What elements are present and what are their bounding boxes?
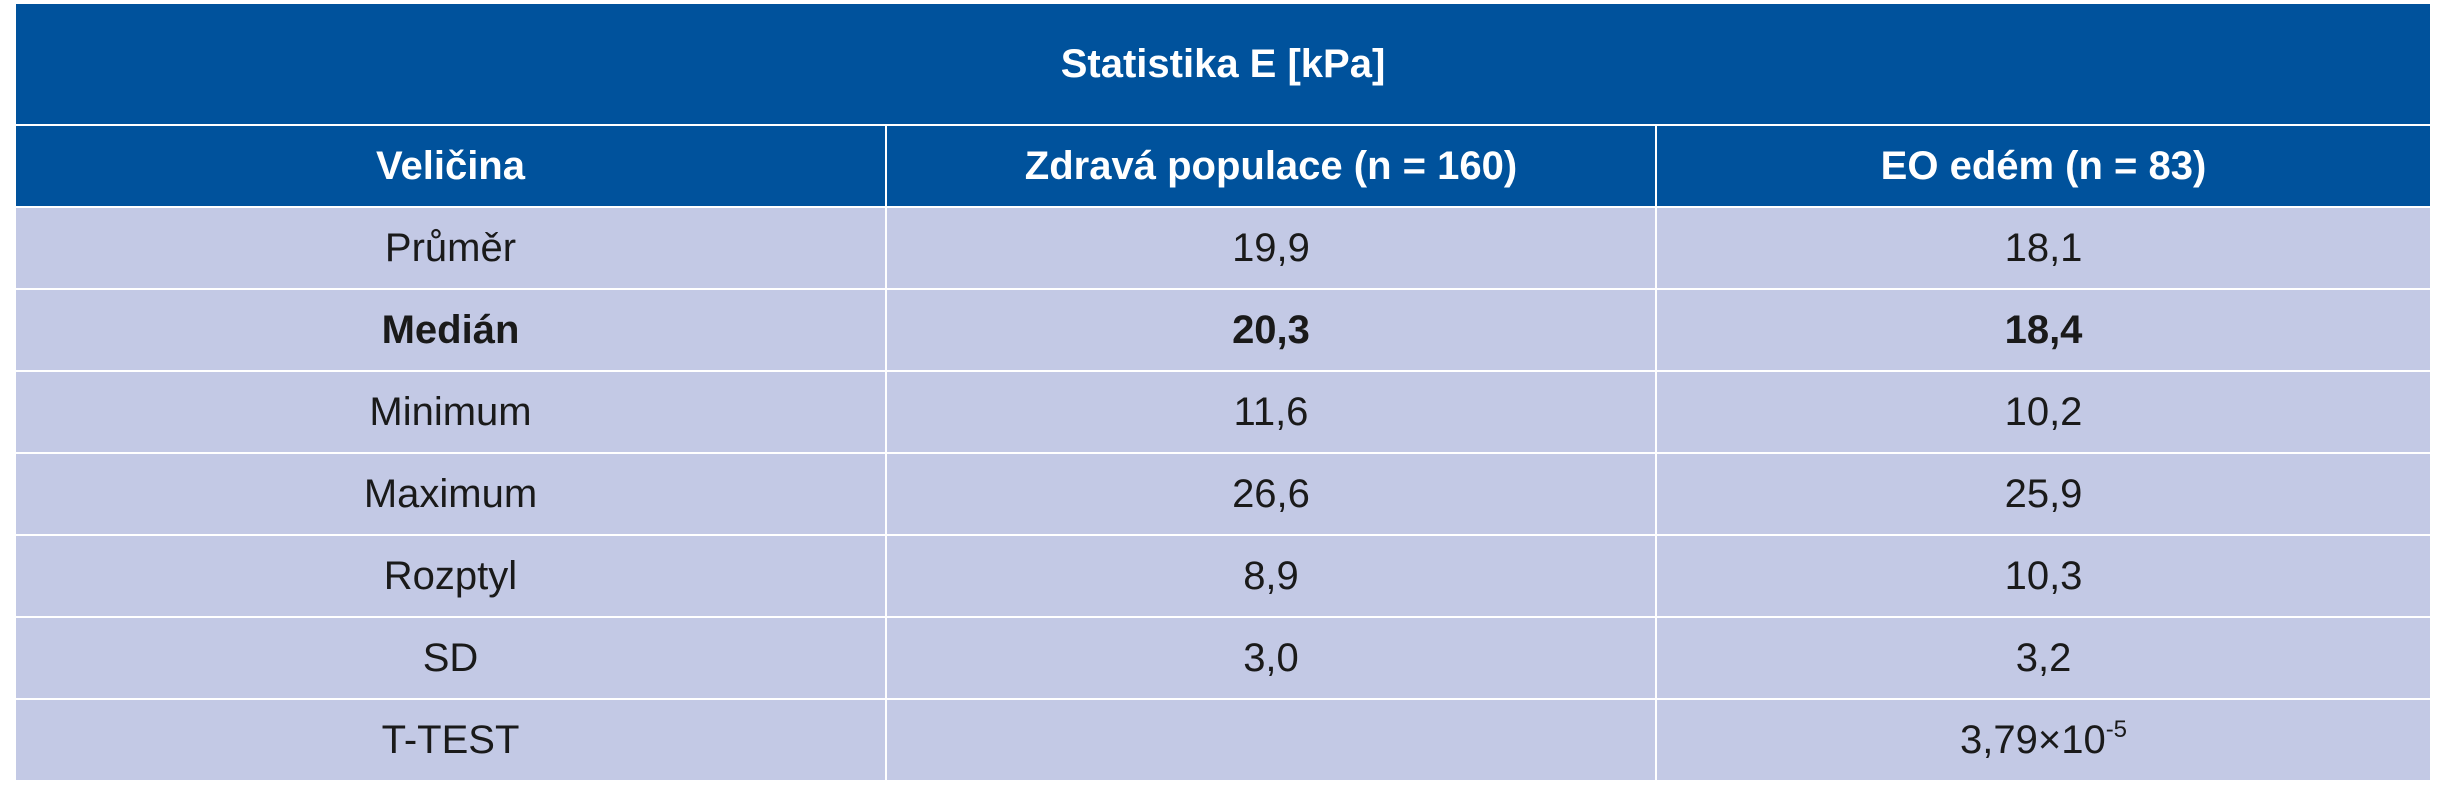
header-healthy-population: Zdravá populace (n = 160) [885, 125, 1656, 207]
healthy-value: 3,0 [885, 616, 1656, 699]
row-label: Rozptyl [16, 534, 886, 617]
table-row-variance: Rozptyl 8,9 10,3 [16, 534, 2431, 617]
edema-value: 18,1 [1654, 206, 2431, 289]
table-row-mean: Průměr 19,9 18,1 [16, 206, 2431, 289]
header-quantity: Veličina [16, 125, 886, 207]
table-header-row: Veličina Zdravá populace (n = 160) EO ed… [16, 125, 2431, 207]
table-row-maximum: Maximum 26,6 25,9 [16, 452, 2431, 535]
healthy-value: 20,3 [885, 288, 1656, 371]
table-title-row: Statistika E [kPa] [16, 4, 2431, 126]
row-label: Průměr [16, 206, 886, 289]
edema-value: 3,79×10-5 [1654, 698, 2431, 780]
healthy-value: 8,9 [885, 534, 1656, 617]
ttest-mantissa: 3,79×10 [1959, 717, 2106, 762]
row-label: SD [16, 616, 886, 699]
statistics-table-container: Statistika E [kPa] Veličina Zdravá popul… [16, 4, 2431, 780]
row-label: Maximum [16, 452, 886, 535]
healthy-value: 26,6 [885, 452, 1656, 535]
row-label: T-TEST [16, 698, 886, 780]
edema-value: 25,9 [1654, 452, 2431, 535]
table-row-ttest: T-TEST 3,79×10-5 [16, 698, 2431, 780]
healthy-value [885, 698, 1656, 780]
table-row-median: Medián 20,3 18,4 [16, 288, 2431, 371]
table-row-sd: SD 3,0 3,2 [16, 616, 2431, 699]
statistics-table: Statistika E [kPa] Veličina Zdravá popul… [16, 4, 2431, 780]
row-label: Medián [16, 288, 886, 371]
edema-value: 10,2 [1654, 370, 2431, 453]
header-eo-edema: EO edém (n = 83) [1654, 125, 2431, 207]
ttest-exponent: -5 [2105, 715, 2128, 743]
table-title: Statistika E [kPa] [16, 4, 2431, 126]
edema-value: 18,4 [1654, 288, 2431, 371]
healthy-value: 19,9 [885, 206, 1656, 289]
healthy-value: 11,6 [885, 370, 1656, 453]
edema-value: 3,2 [1654, 616, 2431, 699]
table-row-minimum: Minimum 11,6 10,2 [16, 370, 2431, 453]
edema-value: 10,3 [1654, 534, 2431, 617]
row-label: Minimum [16, 370, 886, 453]
